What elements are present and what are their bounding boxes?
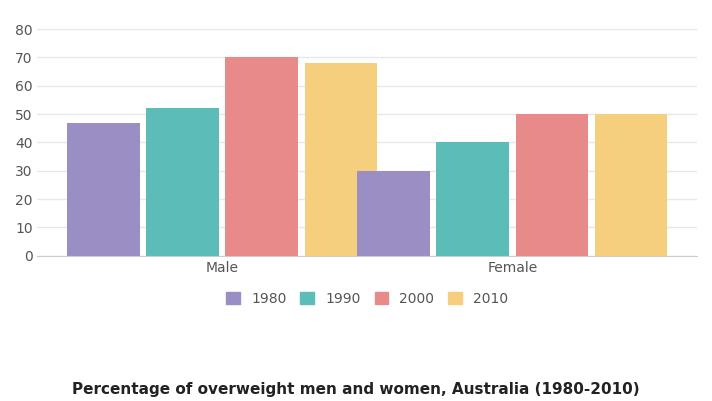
Bar xyxy=(146,109,219,256)
Bar xyxy=(515,114,588,256)
Text: Percentage of overweight men and women, Australia (1980-2010): Percentage of overweight men and women, … xyxy=(72,382,640,397)
Legend: 1980, 1990, 2000, 2010: 1980, 1990, 2000, 2010 xyxy=(226,292,508,306)
Bar xyxy=(67,123,140,256)
Bar xyxy=(436,142,509,256)
Bar xyxy=(595,114,667,256)
Bar xyxy=(357,171,430,256)
Bar xyxy=(305,63,377,256)
Bar xyxy=(226,57,298,256)
